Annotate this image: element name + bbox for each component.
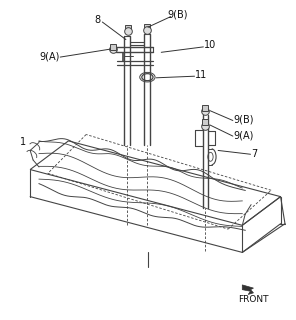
Text: 9(B): 9(B) xyxy=(167,10,188,20)
Text: 8: 8 xyxy=(95,15,101,26)
Text: FRONT: FRONT xyxy=(238,295,268,304)
Text: 9(B): 9(B) xyxy=(234,114,254,124)
Text: 9(A): 9(A) xyxy=(234,130,254,140)
Text: 1: 1 xyxy=(20,137,26,147)
Text: 11: 11 xyxy=(195,70,207,80)
Text: 7: 7 xyxy=(251,148,257,159)
Polygon shape xyxy=(242,285,253,294)
Text: 10: 10 xyxy=(204,40,216,50)
Text: 9(A): 9(A) xyxy=(39,52,59,61)
